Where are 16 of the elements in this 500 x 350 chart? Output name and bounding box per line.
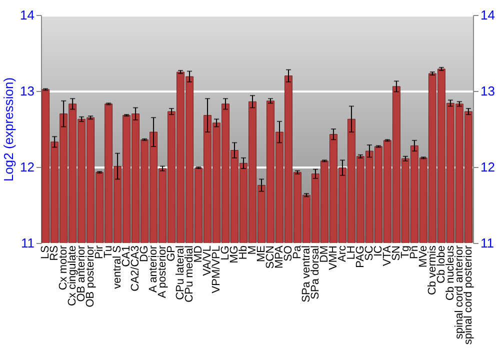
- y-axis-title: Log2 (expression): [1, 77, 16, 182]
- x-tick-label: IC: [372, 245, 384, 256]
- y2-tick-label: 11: [480, 236, 494, 250]
- y2-tick-label: 14: [480, 8, 495, 22]
- y2-tick-label: 12: [480, 160, 495, 174]
- x-tick-label: MVe: [417, 246, 430, 268]
- y-tick-label: 12: [20, 160, 34, 174]
- y-tick-label: 11: [21, 236, 34, 250]
- y-tick-label: 14: [20, 8, 34, 22]
- y-tick-label: 13: [20, 84, 34, 98]
- x-tick-label: A posterior: [156, 245, 169, 298]
- x-tick-label: SCN: [264, 245, 276, 269]
- x-tick-label: M: [246, 246, 258, 255]
- x-tick-label: OB posterior: [84, 245, 97, 308]
- y2-tick-label: 13: [480, 84, 495, 98]
- x-tick-label: RS: [48, 246, 61, 261]
